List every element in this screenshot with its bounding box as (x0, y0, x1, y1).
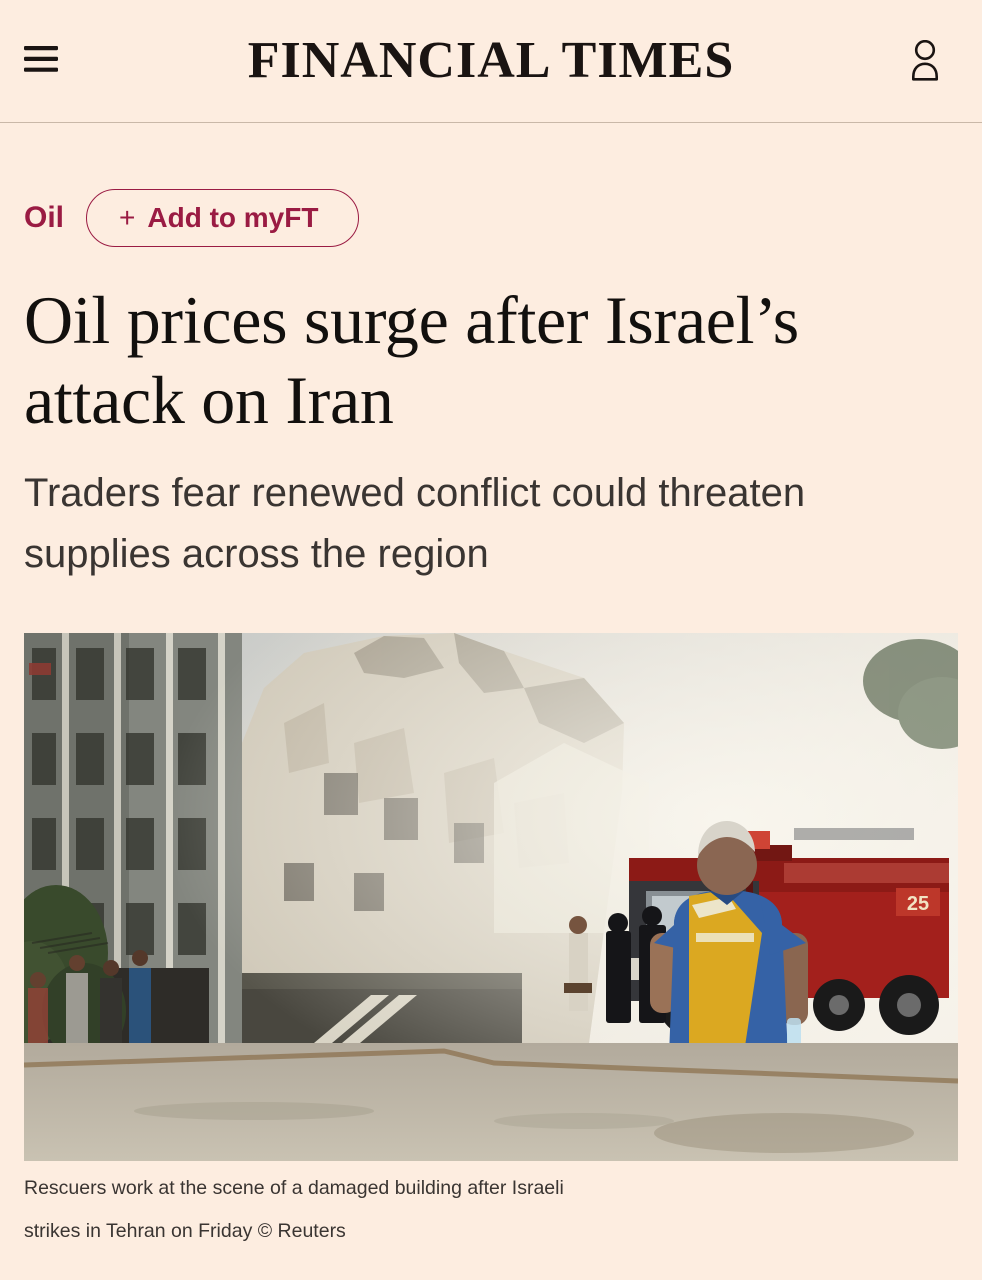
svg-text:25: 25 (907, 893, 929, 915)
